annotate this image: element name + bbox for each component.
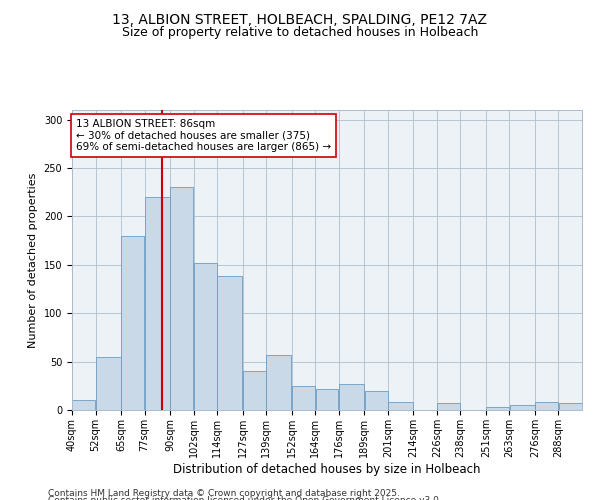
Text: Contains public sector information licensed under the Open Government Licence v3: Contains public sector information licen… xyxy=(48,496,442,500)
Bar xyxy=(96,357,121,410)
Text: Size of property relative to detached houses in Holbeach: Size of property relative to detached ho… xyxy=(122,26,478,39)
Bar xyxy=(535,402,558,410)
Bar xyxy=(365,390,388,410)
Y-axis label: Number of detached properties: Number of detached properties xyxy=(28,172,38,348)
Bar xyxy=(510,405,535,410)
Text: Contains HM Land Registry data © Crown copyright and database right 2025.: Contains HM Land Registry data © Crown c… xyxy=(48,488,400,498)
Bar xyxy=(145,197,170,410)
Bar xyxy=(292,386,315,410)
Text: 13 ALBION STREET: 86sqm
← 30% of detached houses are smaller (375)
69% of semi-d: 13 ALBION STREET: 86sqm ← 30% of detache… xyxy=(76,118,331,152)
Bar xyxy=(121,236,144,410)
Bar xyxy=(316,388,338,410)
Text: 13, ALBION STREET, HOLBEACH, SPALDING, PE12 7AZ: 13, ALBION STREET, HOLBEACH, SPALDING, P… xyxy=(113,12,487,26)
Bar xyxy=(437,403,460,410)
Bar xyxy=(266,355,292,410)
Bar xyxy=(170,188,193,410)
Bar xyxy=(388,402,413,410)
Bar xyxy=(486,407,509,410)
Bar xyxy=(217,276,242,410)
Bar xyxy=(339,384,364,410)
Bar xyxy=(243,372,266,410)
Bar xyxy=(559,403,582,410)
Bar xyxy=(194,263,217,410)
Bar xyxy=(72,400,95,410)
X-axis label: Distribution of detached houses by size in Holbeach: Distribution of detached houses by size … xyxy=(173,462,481,475)
